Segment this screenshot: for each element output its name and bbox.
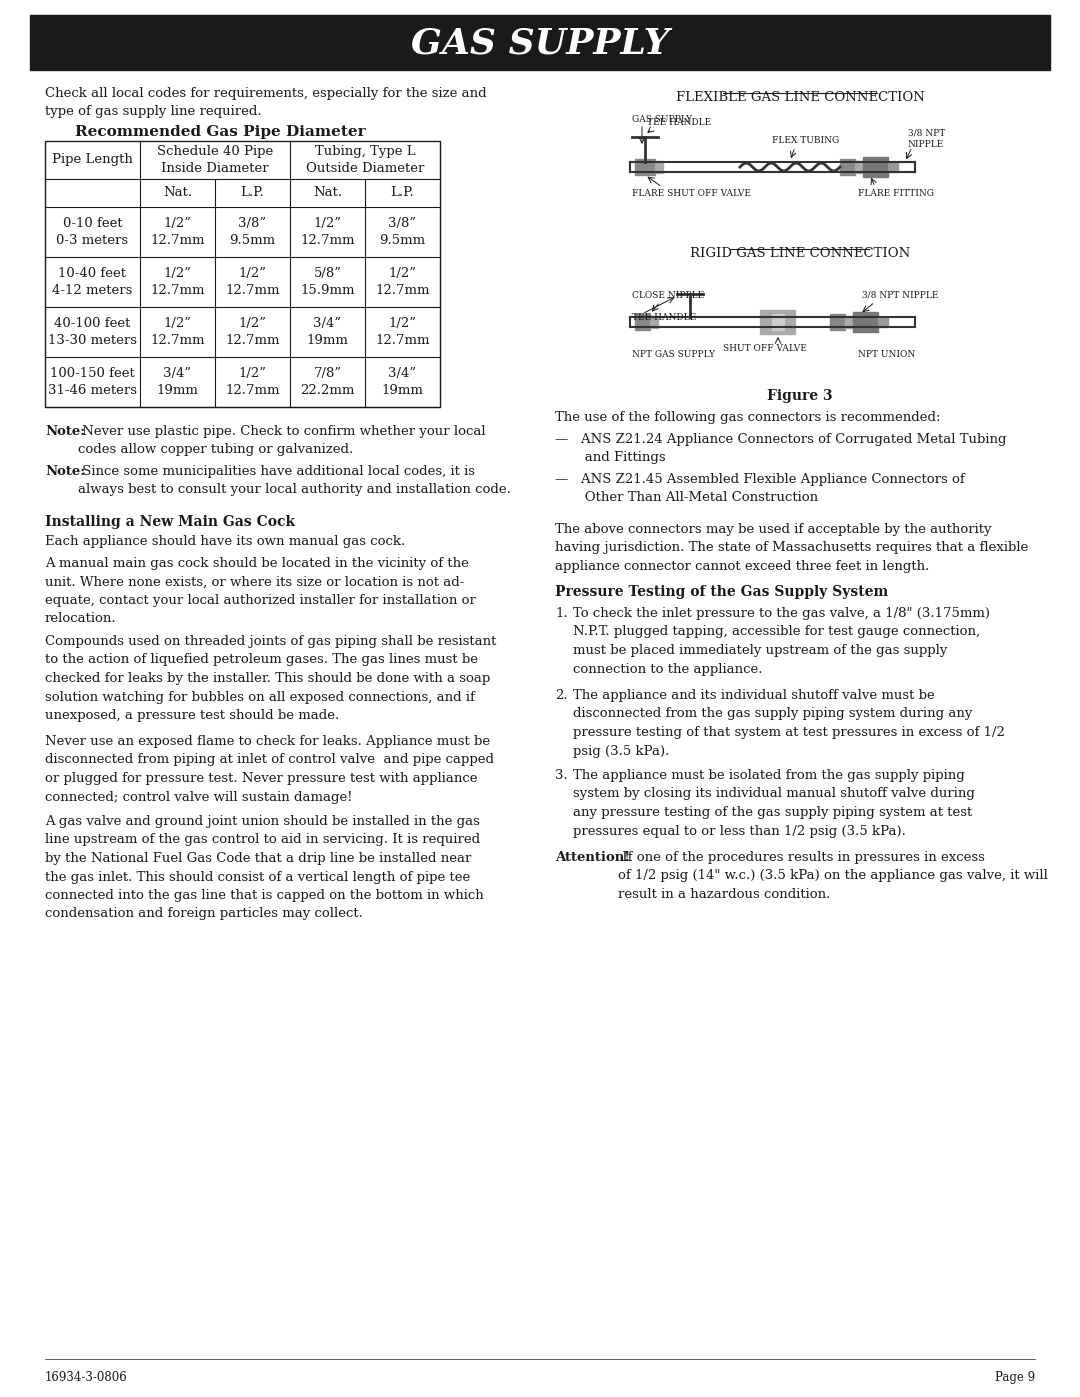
Text: Since some municipalities have additional local codes, it is
always best to cons: Since some municipalities have additiona… [78,465,511,496]
Text: —   ANS Z21.24 Appliance Connectors of Corrugated Metal Tubing
       and Fittin: — ANS Z21.24 Appliance Connectors of Cor… [555,433,1007,464]
Bar [635,159,654,175]
Text: Note:: Note: [45,465,85,478]
Bar [650,316,658,328]
Text: 3/4”
19mm: 3/4” 19mm [307,317,349,346]
Text: TEE HANDLE: TEE HANDLE [632,313,697,321]
Text: Nat.: Nat. [163,187,192,200]
Text: 2.: 2. [555,689,568,703]
Text: GAS SUPPLY: GAS SUPPLY [632,115,692,123]
Text: Check all local codes for requirements, especially for the size and
type of gas : Check all local codes for requirements, … [45,87,487,117]
Text: Note:: Note: [45,425,85,439]
Bar [888,162,897,172]
Text: Never use an exposed flame to check for leaks. Appliance must be
disconnected fr: Never use an exposed flame to check for … [45,735,494,803]
Text: To check the inlet pressure to the gas valve, a 1/8" (3.175mm)
N.P.T. plugged ta: To check the inlet pressure to the gas v… [573,608,990,676]
Text: Figure 3: Figure 3 [767,388,833,402]
Text: Pipe Length: Pipe Length [52,154,133,166]
Text: Nat.: Nat. [313,187,342,200]
Text: Page 9: Page 9 [995,1370,1035,1384]
Text: TEE HANDLE: TEE HANDLE [647,117,712,127]
Text: 5/8”
15.9mm: 5/8” 15.9mm [300,267,354,298]
Text: The above connectors may be used if acceptable by the authority
having jurisdict: The above connectors may be used if acce… [555,522,1028,573]
Text: 3/4”
19mm: 3/4” 19mm [157,367,199,397]
Text: NPT GAS SUPPLY: NPT GAS SUPPLY [632,351,715,359]
Text: —   ANS Z21.45 Assembled Flexible Appliance Connectors of
       Other Than All-: — ANS Z21.45 Assembled Flexible Applianc… [555,474,964,504]
Text: The use of the following gas connectors is recommended:: The use of the following gas connectors … [555,411,941,425]
Text: 1/2”
12.7mm: 1/2” 12.7mm [226,267,280,298]
Text: Pressure Testing of the Gas Supply System: Pressure Testing of the Gas Supply Syste… [555,585,888,599]
Text: 40-100 feet
13-30 meters: 40-100 feet 13-30 meters [48,317,137,346]
Text: FLEX TUBING: FLEX TUBING [772,136,839,145]
Text: 3/8 NPT NIPPLE: 3/8 NPT NIPPLE [862,291,939,300]
Text: CLOSE NIPPLE: CLOSE NIPPLE [632,291,704,300]
Bar [853,312,878,332]
Text: NPT UNION: NPT UNION [858,351,915,359]
Text: 1/2”
12.7mm: 1/2” 12.7mm [226,367,280,397]
Bar [635,314,650,330]
Text: 0-10 feet
0-3 meters: 0-10 feet 0-3 meters [56,217,129,247]
Bar [772,314,784,330]
Text: A gas valve and ground joint union should be installed in the gas
line upstream : A gas valve and ground joint union shoul… [45,814,484,921]
Text: 1/2”
12.7mm: 1/2” 12.7mm [226,317,280,346]
Text: L.P.: L.P. [241,187,265,200]
Bar [878,317,888,327]
Bar [30,15,1050,70]
Text: L.P.: L.P. [391,187,415,200]
Text: 3/8 NPT
NIPPLE: 3/8 NPT NIPPLE [908,129,945,149]
Text: 3/4”
19mm: 3/4” 19mm [381,367,423,397]
Text: 1/2”
12.7mm: 1/2” 12.7mm [150,317,205,346]
Text: Tubing, Type L
Outside Diameter: Tubing, Type L Outside Diameter [306,145,424,175]
Bar [840,159,855,175]
Text: FLARE FITTING: FLARE FITTING [858,189,934,198]
Bar [760,310,795,334]
Text: A manual main gas cock should be located in the vicinity of the
unit. Where none: A manual main gas cock should be located… [45,557,476,626]
Text: 1/2”
12.7mm: 1/2” 12.7mm [375,317,430,346]
Text: GAS SUPPLY: GAS SUPPLY [410,27,670,60]
Text: 3/8”
9.5mm: 3/8” 9.5mm [379,217,426,247]
Bar [45,141,440,407]
Text: 100-150 feet
31-46 meters: 100-150 feet 31-46 meters [48,367,137,397]
Text: 16934-3-0806: 16934-3-0806 [45,1370,127,1384]
Text: 1/2”
12.7mm: 1/2” 12.7mm [375,267,430,298]
Text: Compounds used on threaded joints of gas piping shall be resistant
to the action: Compounds used on threaded joints of gas… [45,636,497,722]
Text: Attention!: Attention! [555,851,630,863]
Text: If one of the procedures results in pressures in excess
of 1/2 psig (14" w.c.) (: If one of the procedures results in pres… [618,851,1048,901]
Bar [845,316,853,328]
Text: 3/8”
9.5mm: 3/8” 9.5mm [229,217,275,247]
Text: Recommended Gas Pipe Diameter: Recommended Gas Pipe Diameter [75,124,365,138]
Text: The appliance must be isolated from the gas supply piping
system by closing its : The appliance must be isolated from the … [573,768,975,837]
Text: SHUT OFF VALVE: SHUT OFF VALVE [724,344,807,353]
Bar [855,161,863,173]
Text: FLEXIBLE GAS LINE CONNECTION: FLEXIBLE GAS LINE CONNECTION [676,91,924,103]
Text: FLARE SHUT OFF VALVE: FLARE SHUT OFF VALVE [632,189,751,198]
Text: RIGID GAS LINE CONNECTION: RIGID GAS LINE CONNECTION [690,247,910,260]
Bar [654,161,663,173]
Text: Installing a New Main Gas Cock: Installing a New Main Gas Cock [45,515,295,529]
Bar [831,314,845,330]
Bar [863,156,888,177]
Text: The appliance and its individual shutoff valve must be
disconnected from the gas: The appliance and its individual shutoff… [573,689,1004,757]
Text: 1/2”
12.7mm: 1/2” 12.7mm [300,217,354,247]
Text: Schedule 40 Pipe
Inside Diameter: Schedule 40 Pipe Inside Diameter [157,145,273,175]
Text: 1/2”
12.7mm: 1/2” 12.7mm [150,217,205,247]
Text: 7/8”
22.2mm: 7/8” 22.2mm [300,367,354,397]
Text: Never use plastic pipe. Check to confirm whether your local
codes allow copper t: Never use plastic pipe. Check to confirm… [78,425,486,455]
Text: 10-40 feet
4-12 meters: 10-40 feet 4-12 meters [52,267,133,298]
Text: 1.: 1. [555,608,568,620]
Text: Each appliance should have its own manual gas cock.: Each appliance should have its own manua… [45,535,405,548]
Text: 1/2”
12.7mm: 1/2” 12.7mm [150,267,205,298]
Text: 3.: 3. [555,768,568,782]
